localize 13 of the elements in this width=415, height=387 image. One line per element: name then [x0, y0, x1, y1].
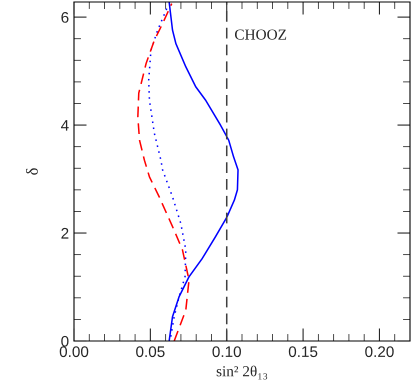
- line-series: [137, 2, 190, 341]
- x-tick-label: 0.20: [365, 346, 394, 358]
- x-tick-label: 0.15: [288, 346, 318, 358]
- x-tick-label: 0.00: [60, 346, 88, 358]
- ref-line-label: CHOOZ: [234, 29, 286, 40]
- y-tick-label: 0: [61, 336, 69, 347]
- x-tick-label: 0.10: [212, 346, 241, 358]
- y-tick-label: 2: [61, 228, 68, 239]
- x-tick-label: 0.05: [136, 346, 165, 358]
- y-axis-title: δ: [26, 168, 38, 175]
- y-tick-label: 4: [60, 120, 69, 131]
- x-axis-title: sin² 2θ₁₃: [216, 366, 268, 380]
- y-tick-label: 6: [61, 12, 68, 23]
